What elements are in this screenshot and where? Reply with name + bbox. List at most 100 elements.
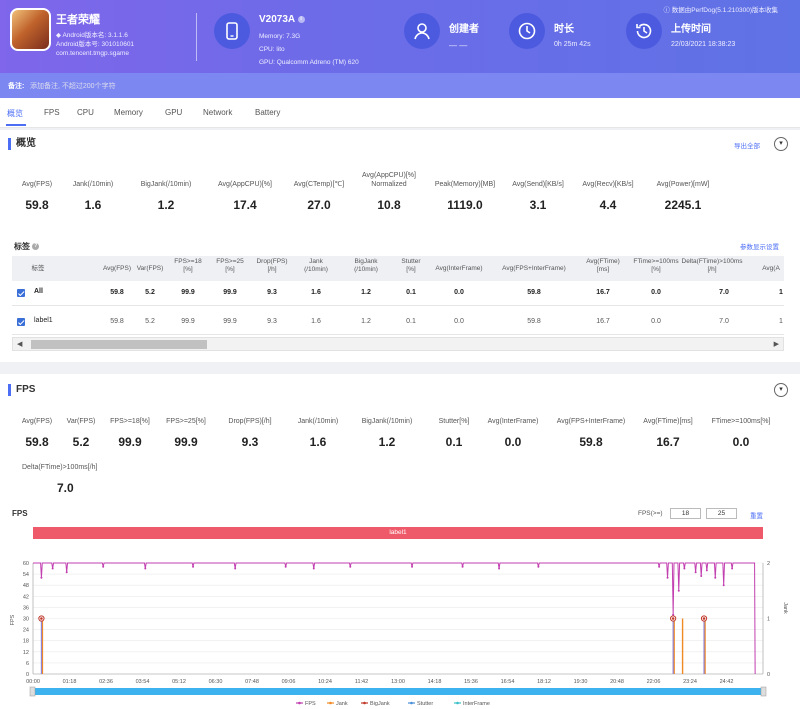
- reset-link[interactable]: 重置: [750, 513, 763, 520]
- note-input[interactable]: 添加备注, 不超过200个字符: [30, 83, 116, 90]
- table-header-cell[interactable]: Jank (/10min): [304, 258, 328, 273]
- tab-fps[interactable]: FPS: [44, 108, 60, 117]
- metric-value: 27.0: [307, 198, 331, 212]
- table-header-cell[interactable]: Avg(FPS+InterFrame): [502, 265, 566, 272]
- info-icon[interactable]: i: [297, 15, 305, 23]
- collapse-overview-button[interactable]: ▾: [774, 137, 788, 151]
- legend-label: FPS: [305, 701, 316, 707]
- legend-label: InterFrame: [463, 701, 490, 707]
- x-tick-label: 03:54: [136, 679, 150, 685]
- x-tick-label: 18:12: [537, 679, 551, 685]
- fps-dip-point: [722, 584, 725, 587]
- fps-threshold-input-1[interactable]: 18: [670, 508, 701, 519]
- table-cell: 7.0: [719, 318, 729, 325]
- table-header-cell[interactable]: Delta(FTime)>100ms [/h]: [681, 258, 743, 273]
- table-cell: 5.2: [145, 289, 155, 296]
- fps-metric-value: 1.6: [309, 435, 327, 449]
- fps-dip-point: [672, 613, 675, 616]
- note-label: 备注:: [8, 83, 25, 90]
- fps-metric-label: Avg(FPS+InterFrame): [556, 418, 626, 425]
- fps-dip-point: [537, 565, 540, 568]
- scroll-right-icon[interactable]: ▶: [773, 341, 779, 348]
- tab-overview[interactable]: 概览: [7, 109, 23, 118]
- metric-value: 17.4: [233, 198, 257, 212]
- display-settings-link[interactable]: 参数显示设置: [740, 244, 779, 251]
- x-tick-label: 14:18: [428, 679, 442, 685]
- duration-value: 0h 25m 42s: [554, 41, 591, 48]
- metric-label: Jank(/10min): [72, 181, 114, 188]
- table-header-cell[interactable]: Var(FPS): [136, 265, 164, 272]
- metric-value: 4.4: [599, 198, 617, 212]
- tab-memory[interactable]: Memory: [114, 108, 143, 117]
- tab-network[interactable]: Network: [203, 108, 233, 117]
- bigjank-point-center: [702, 617, 706, 620]
- table-cell: 0.0: [454, 318, 464, 325]
- row-checkbox[interactable]: [17, 318, 25, 326]
- table-cell: 99.9: [181, 318, 195, 325]
- clock-icon: [509, 13, 545, 49]
- table-header-cell[interactable]: Drop(FPS) [/h]: [256, 258, 288, 273]
- tab-battery[interactable]: Battery: [255, 108, 281, 117]
- x-tick-label: 16:54: [501, 679, 515, 685]
- fps-dip-point: [700, 574, 703, 577]
- row-separator: [12, 305, 784, 306]
- row-checkbox[interactable]: [17, 289, 25, 297]
- fps-metric-label: FPS>=18[%]: [110, 418, 150, 425]
- table-header-cell[interactable]: FPS>=25 [%]: [216, 258, 244, 273]
- table-header-cell[interactable]: Stutter [%]: [401, 258, 421, 273]
- table-header-cell[interactable]: 标签: [31, 265, 45, 272]
- metric-label: Avg(AppCPU)[%]: [218, 181, 272, 188]
- table-header-cell[interactable]: FTime>=100ms [%]: [633, 258, 679, 273]
- device-name: V2073A i: [259, 14, 305, 25]
- fps-metric-value: 99.9: [174, 435, 198, 449]
- table-header-cell[interactable]: Avg(FPS): [102, 265, 132, 272]
- scroll-left-icon[interactable]: ◀: [17, 341, 23, 348]
- metric-label: Avg(Power)[mW]: [656, 181, 710, 188]
- table-cell: 5.2: [145, 318, 155, 325]
- table-cell: 0.0: [651, 318, 661, 325]
- collapse-fps-button[interactable]: ▾: [774, 383, 788, 397]
- fps-filter-label: FPS(>=): [638, 510, 663, 517]
- table-cell: 1: [779, 289, 783, 296]
- user-icon: [404, 13, 440, 49]
- table-header-cell[interactable]: Avg(FTime) [ms]: [586, 258, 620, 273]
- x-tick-label: 15:36: [464, 679, 478, 685]
- help-icon[interactable]: ?: [32, 243, 40, 251]
- upload-value: 22/03/2021 18:38:23: [671, 41, 736, 48]
- metric-value: 3.1: [529, 198, 547, 212]
- scrollbar-thumb[interactable]: [31, 340, 207, 349]
- bigjank-point-center: [40, 617, 43, 620]
- table-header-cell[interactable]: Avg(A: [762, 265, 780, 272]
- table-header-cell[interactable]: FPS>=18 [%]: [174, 258, 202, 273]
- y-tick-label: 30: [23, 617, 29, 623]
- y-tick-label: 60: [23, 561, 29, 567]
- table-horizontal-scrollbar[interactable]: ◀ ▶: [12, 337, 784, 351]
- metric-value: 1.6: [84, 198, 102, 212]
- export-all-link[interactable]: 导出全部: [734, 143, 760, 150]
- fps-series-line: [33, 562, 756, 675]
- fps-metric-label: Avg(FPS): [21, 418, 53, 425]
- tab-gpu[interactable]: GPU: [165, 108, 183, 117]
- fps-metric-value: 59.8: [579, 435, 603, 449]
- fps-threshold-input-2[interactable]: 25: [706, 508, 737, 519]
- row-label: label1: [34, 317, 53, 324]
- device-memory: Memory: 7.3G: [259, 33, 301, 40]
- table-cell: 59.8: [527, 318, 541, 325]
- y-axis-label: FPS: [10, 614, 16, 625]
- fps-dip-point: [234, 567, 237, 570]
- x-tick-label: 09:06: [282, 679, 296, 685]
- label-range-bar[interactable]: label1: [33, 527, 763, 539]
- fps-metric-value: 0.1: [445, 435, 463, 449]
- note-bar[interactable]: 备注: 添加备注, 不超过200个字符: [0, 73, 800, 98]
- fps-dip-point: [714, 576, 717, 579]
- table-header-cell[interactable]: BigJank (/10min): [354, 258, 378, 273]
- metric-label: Peak(Memory)[MB]: [434, 181, 496, 188]
- metric-label: Avg(AppCPU)[%]: [362, 172, 416, 179]
- tab-cpu[interactable]: CPU: [77, 108, 94, 117]
- table-header-cell[interactable]: Avg(InterFrame): [435, 265, 483, 272]
- active-tab-indicator: [6, 124, 26, 126]
- fps-metric-label: FTime>=100ms[%]: [711, 418, 771, 425]
- fps-metric-value: 0.0: [732, 435, 750, 449]
- fps-metric-label: Var(FPS): [66, 418, 96, 425]
